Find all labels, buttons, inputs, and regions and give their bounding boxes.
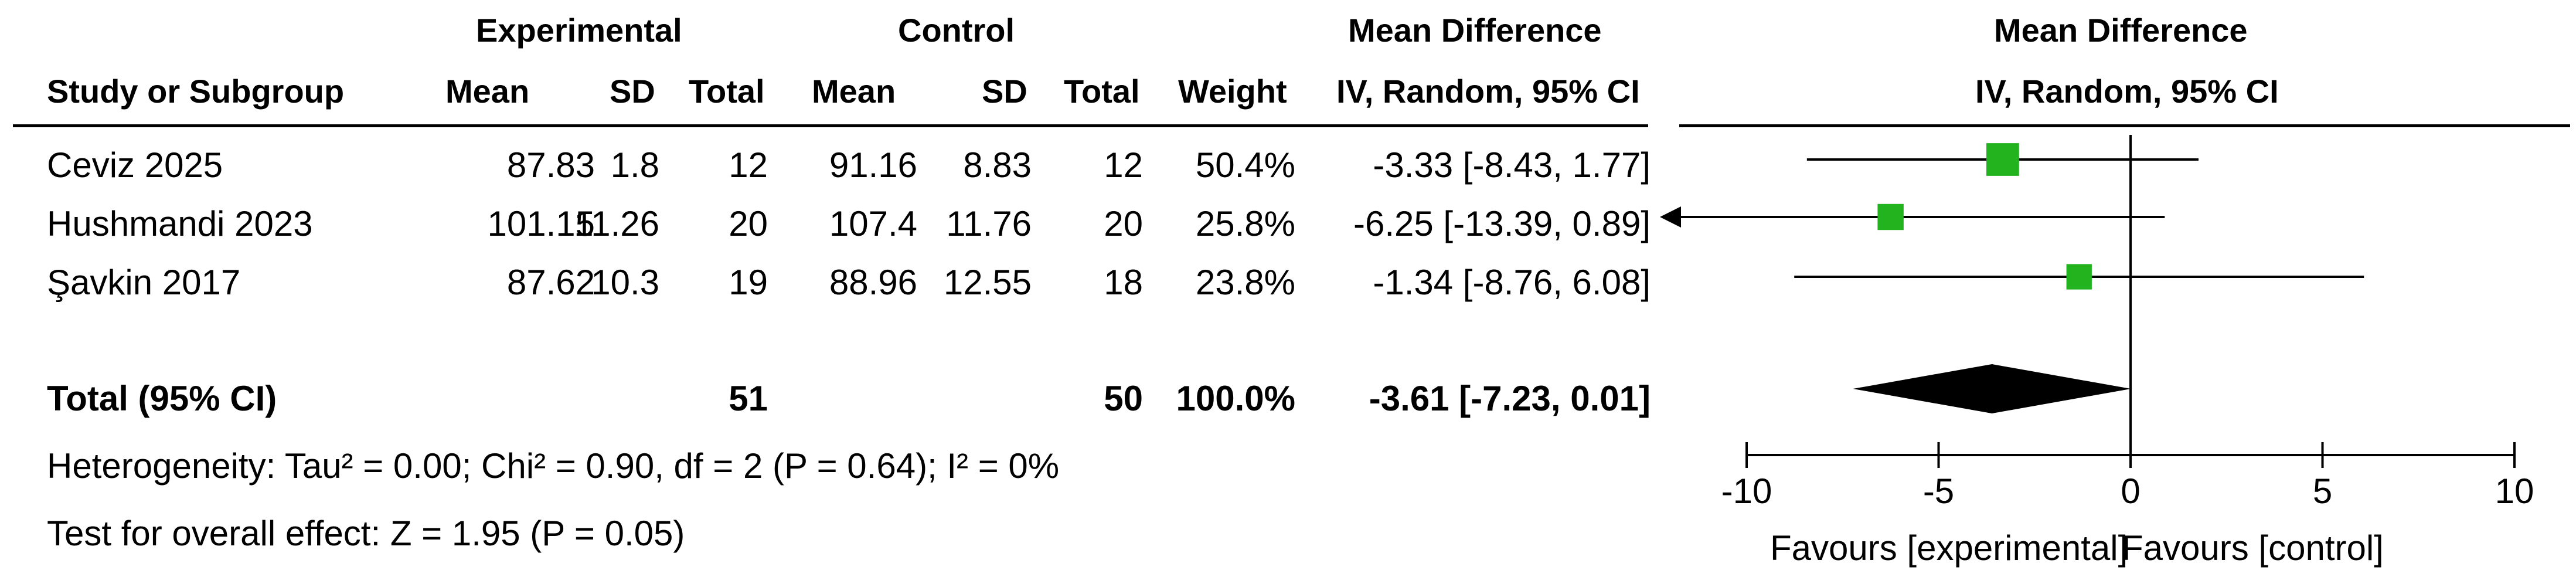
mean-e-value: 87.62 bbox=[506, 263, 595, 302]
experimental-group-header: Experimental bbox=[476, 12, 682, 49]
md-column-header: Mean Difference bbox=[1348, 12, 1602, 49]
sd-c-value: 8.83 bbox=[963, 145, 1032, 185]
total-weight-value: 100.0% bbox=[1176, 379, 1296, 418]
total-e-value: 12 bbox=[729, 145, 768, 185]
x-tick-label: 5 bbox=[2313, 471, 2332, 511]
ci-arrow bbox=[1660, 206, 1681, 228]
sd-e-value: 10.3 bbox=[591, 263, 659, 302]
plot-subheader: IV, Random, 95% CI bbox=[1975, 73, 2279, 110]
heterogeneity-text: Heterogeneity: Tau² = 0.00; Chi² = 0.90,… bbox=[47, 446, 1060, 486]
mean-e-column-header: Mean bbox=[445, 73, 530, 110]
header-rule bbox=[13, 124, 1648, 127]
sd-c-column-header: SD bbox=[982, 73, 1027, 110]
sd-c-value: 11.76 bbox=[946, 204, 1032, 243]
favours-experimental-label: Favours [experimental] bbox=[1770, 528, 2128, 568]
md-ci-column-header: IV, Random, 95% CI bbox=[1336, 73, 1640, 110]
study-name: Şavkin 2017 bbox=[47, 263, 241, 302]
mean-e-value: 101.15 bbox=[487, 204, 595, 243]
study-column-header: Study or Subgroup bbox=[47, 73, 345, 110]
total-e-value: 19 bbox=[729, 263, 768, 302]
total-c-value: 18 bbox=[1104, 263, 1143, 302]
mean-c-value: 88.96 bbox=[829, 263, 917, 302]
mean-c-value: 107.4 bbox=[829, 204, 917, 243]
sd-e-value: 1.8 bbox=[610, 145, 659, 185]
control-group-header: Control bbox=[898, 12, 1015, 49]
total-c-column-header: Total bbox=[1064, 73, 1140, 110]
total-c-value: 50 bbox=[1104, 379, 1143, 418]
total-e-value: 20 bbox=[729, 204, 768, 243]
x-tick-label: -5 bbox=[1923, 471, 1954, 511]
total-c-value: 20 bbox=[1104, 204, 1143, 243]
x-tick-label: 0 bbox=[2121, 471, 2140, 511]
weight-value: 25.8% bbox=[1195, 204, 1295, 243]
mean-c-value: 91.16 bbox=[829, 145, 917, 185]
study-marker bbox=[1877, 203, 1904, 230]
total-ci-text: -3.61 [-7.23, 0.01] bbox=[1369, 379, 1651, 418]
study-name: Ceviz 2025 bbox=[47, 145, 223, 185]
total-c-value: 12 bbox=[1104, 145, 1143, 185]
ci-text: -1.34 [-8.76, 6.08] bbox=[1373, 263, 1651, 302]
mean-e-value: 87.83 bbox=[506, 145, 595, 185]
total-e-column-header: Total bbox=[689, 73, 765, 110]
study-marker bbox=[1986, 143, 2019, 176]
sd-c-value: 12.55 bbox=[943, 263, 1032, 302]
x-tick-label: -10 bbox=[1721, 471, 1772, 511]
favours-control-label: Favours [control] bbox=[2122, 528, 2384, 568]
weight-value: 23.8% bbox=[1195, 263, 1295, 302]
plot-header: Mean Difference bbox=[1994, 12, 2248, 49]
sd-e-column-header: SD bbox=[610, 73, 655, 110]
study-marker bbox=[2066, 264, 2092, 290]
weight-column-header: Weight bbox=[1178, 73, 1287, 110]
ci-text: -3.33 [-8.43, 1.77] bbox=[1373, 145, 1651, 185]
x-tick-label: 10 bbox=[2495, 471, 2534, 511]
total-e-value: 51 bbox=[729, 379, 768, 418]
ci-text: -6.25 [-13.39, 0.89] bbox=[1353, 204, 1651, 243]
sd-e-value: 11.26 bbox=[574, 204, 659, 243]
overall-effect-text: Test for overall effect: Z = 1.95 (P = 0… bbox=[47, 514, 685, 553]
mean-c-column-header: Mean bbox=[812, 73, 896, 110]
weight-value: 50.4% bbox=[1195, 145, 1295, 185]
total-label: Total (95% CI) bbox=[47, 379, 277, 418]
plot-header-rule bbox=[1679, 124, 2570, 127]
study-name: Hushmandi 2023 bbox=[47, 204, 313, 243]
pooled-diamond bbox=[1853, 364, 2131, 413]
